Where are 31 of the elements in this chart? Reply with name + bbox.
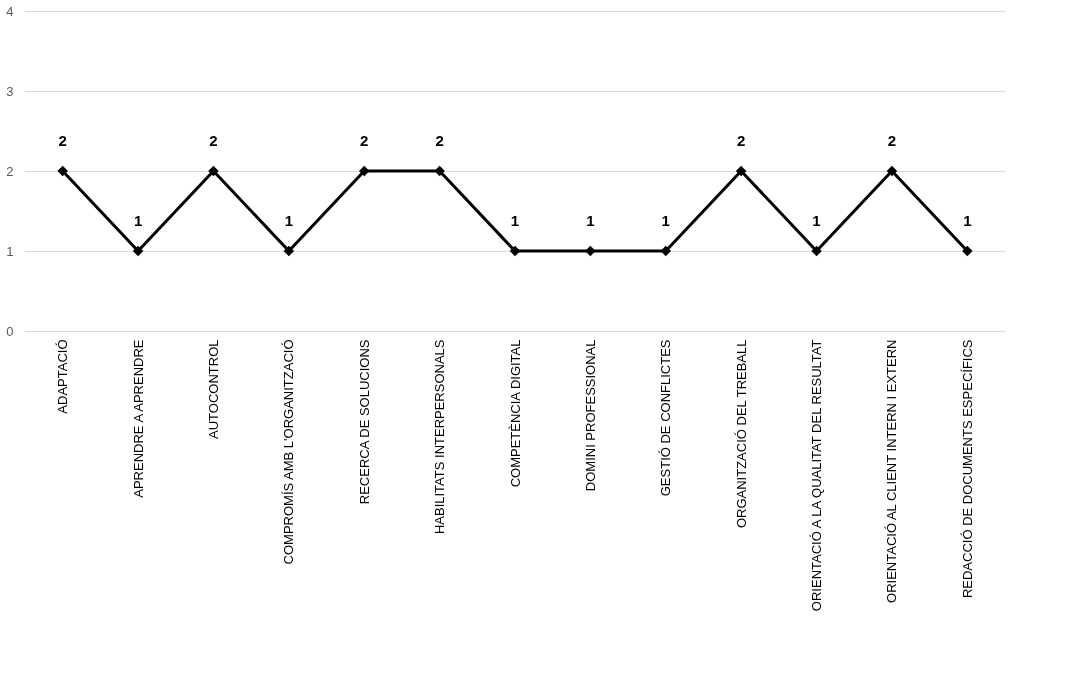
x-tick-label: RECERCA DE SOLUCIONS xyxy=(356,339,372,505)
x-tick-label: AUTOCONTROL xyxy=(205,339,221,439)
data-label: 1 xyxy=(812,212,821,229)
x-tick-label: ORGANITZACIÓ DEL TREBALL xyxy=(733,339,749,529)
data-label: 1 xyxy=(510,212,520,229)
data-label: 2 xyxy=(736,132,746,149)
data-label: 2 xyxy=(209,132,218,149)
x-tick-label: COMPETÈNCIA DIGITAL xyxy=(507,339,523,488)
x-tick-label: GESTIÓ DE CONFLICTES xyxy=(658,339,674,497)
data-label: 2 xyxy=(435,132,444,149)
data-label: 1 xyxy=(586,212,595,229)
x-tick-label: ORIENTACIÓ A LA QUALITAT DEL RESULTAT xyxy=(809,339,825,612)
x-tick-label: ADAPTACIÓ xyxy=(55,339,71,414)
data-label: 1 xyxy=(133,212,143,229)
data-label: 2 xyxy=(58,132,67,149)
x-tick-label: ORIENTACIÓ AL CLIENT INTERN I EXTERN xyxy=(884,339,900,603)
data-label: 1 xyxy=(661,212,670,229)
x-tick-label: APRENDRE A APRENDRE xyxy=(130,339,146,498)
y-tick-label: 1 xyxy=(6,243,14,259)
x-tick-label: DOMINI PROFESSIONAL xyxy=(582,339,598,492)
y-tick-label: 4 xyxy=(6,3,14,19)
y-tick-label: 0 xyxy=(6,323,14,339)
x-tick-label: COMPROMÍS AMB L'ORGANITZACIÓ xyxy=(281,339,297,565)
data-label: 1 xyxy=(284,212,294,229)
data-label: 2 xyxy=(887,132,897,149)
y-tick-label: 2 xyxy=(6,163,14,179)
y-tick-label: 3 xyxy=(6,83,14,99)
x-tick-label: HABILITATS INTERPERSONALS xyxy=(432,339,448,535)
data-label: 1 xyxy=(963,212,972,229)
data-label: 2 xyxy=(360,132,369,149)
x-tick-label: REDACCIÓ DE DOCUMENTS ESPECÍFICS xyxy=(959,339,975,599)
